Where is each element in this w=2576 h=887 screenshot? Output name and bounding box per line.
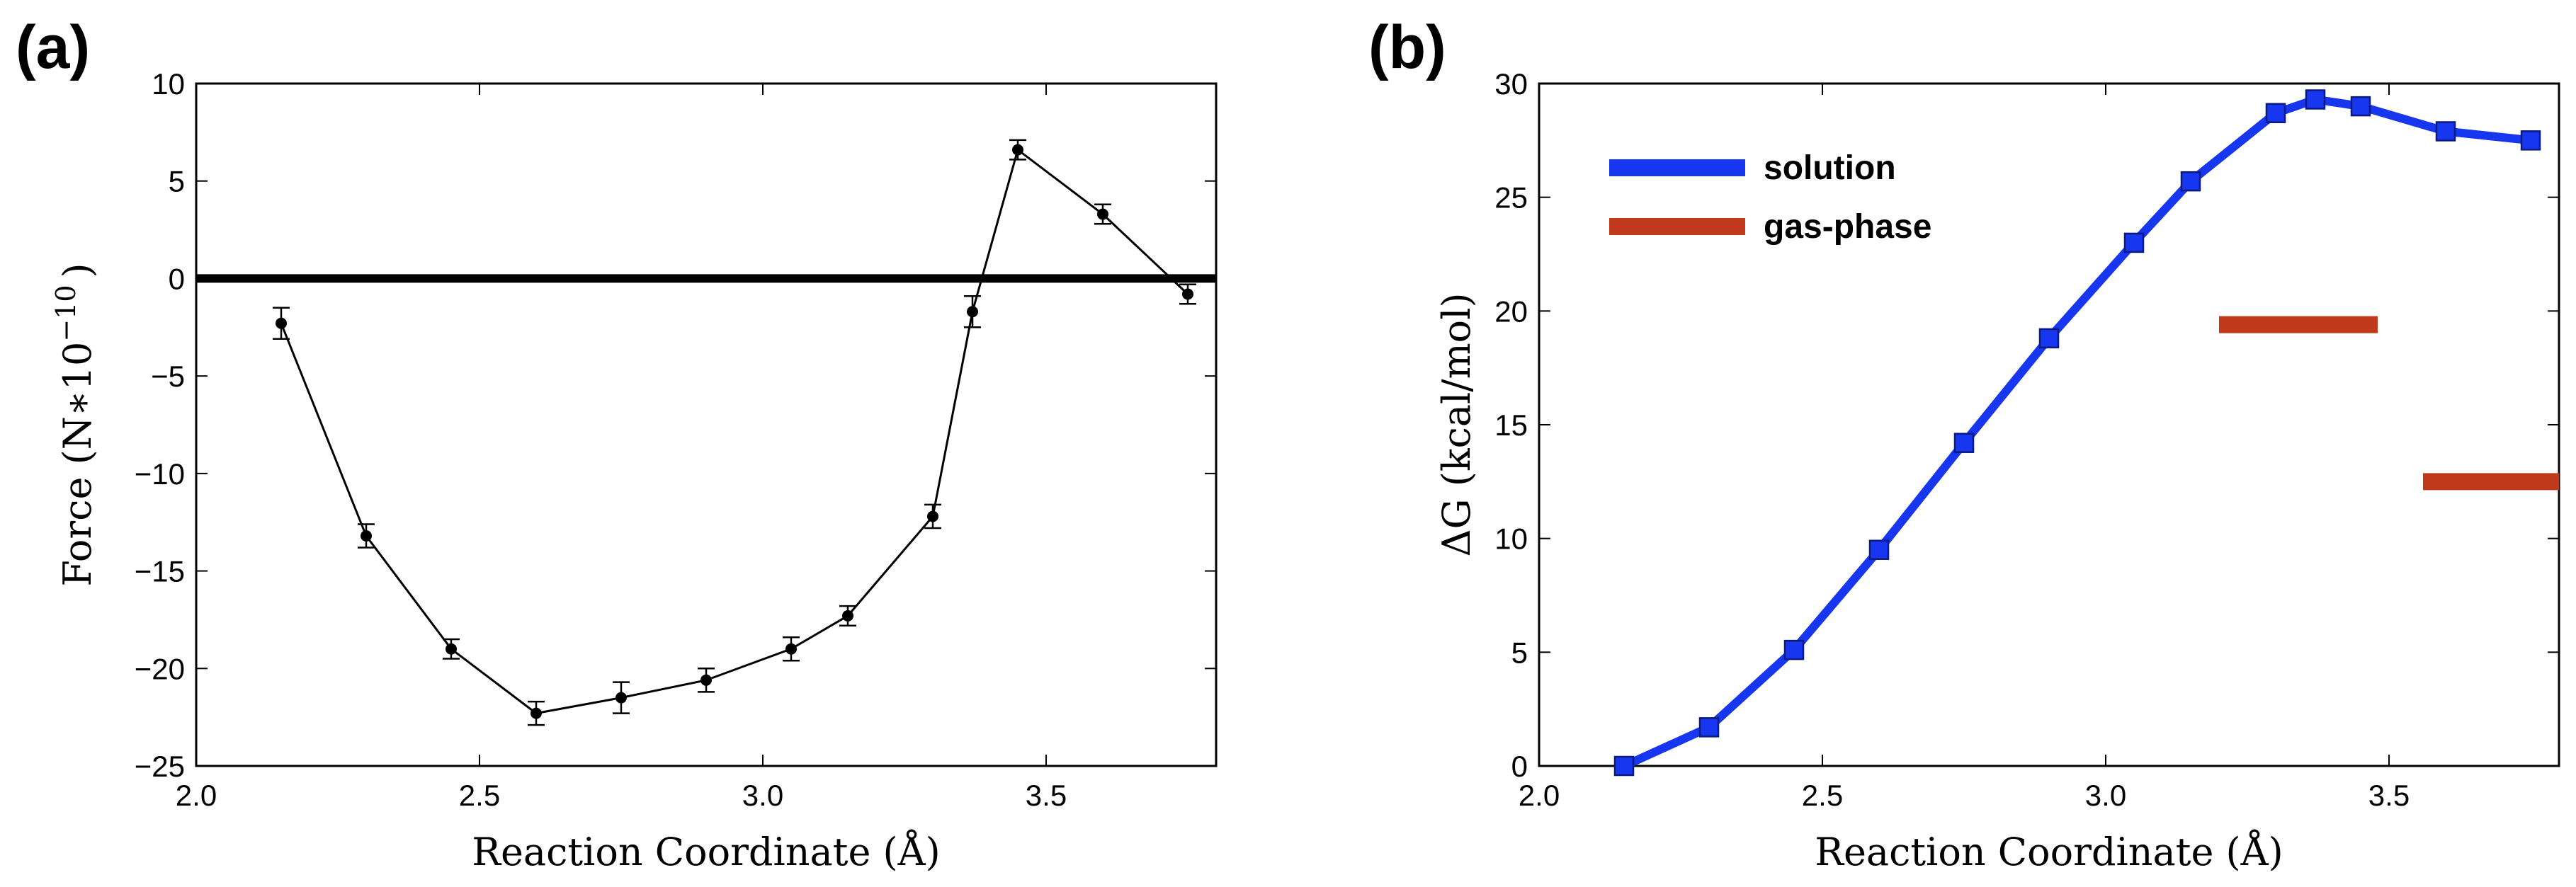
panel-a-data-point [530, 707, 542, 719]
panel-b-solution-marker [2350, 96, 2371, 117]
panel-b-solution-marker [1698, 717, 1720, 738]
panel-a-y-tick-label: −10 [135, 457, 185, 491]
panel-a-plot-frame [195, 82, 1218, 767]
panel-a-x-axis-title: Reaction Coordinate (Å) [472, 828, 940, 874]
panel-b-y-tick-label: 5 [1511, 636, 1528, 669]
panel-a-data-point [1182, 288, 1193, 300]
panel-b-solution-marker [2123, 232, 2145, 253]
panel-b-ticks: 2.0 2.5 3.0 3.5 0 5 10 15 20 25 30 [1494, 67, 2559, 812]
panel-b-x-tick-label: 2.5 [1802, 779, 1843, 812]
panel-a-y-tick-label: −5 [151, 360, 185, 393]
panel-b-solution-marker [1953, 433, 1975, 453]
panel-a-data-point [927, 510, 938, 522]
panel-a-data-point [276, 317, 287, 329]
legend-label-gas-phase: gas-phase [1764, 208, 1931, 246]
panel-a-data-point [446, 643, 457, 655]
panel-a-data-point [361, 530, 372, 542]
panel-a-series [273, 139, 1196, 726]
panel-a-force-line [280, 148, 1189, 715]
panel-b-solution-marker [1783, 639, 1805, 660]
panel-b-solution-marker [2265, 103, 2286, 124]
panel-b-y-tick-label: 10 [1494, 522, 1528, 556]
panel-b-series [1613, 89, 2559, 777]
panel-a-data-point [1012, 144, 1023, 156]
panel-b-solution-marker [2520, 130, 2541, 151]
panel-b-solution-marker [2038, 328, 2060, 349]
panel-a-data-point [842, 610, 853, 622]
panel-a-y-tick-label: −15 [135, 555, 185, 588]
panel-a-force-chart: (a) 2.0 2.5 3.0 3.5 −25 −20 −15 −10 −5 0 5 10 React… [16, 13, 1218, 874]
panel-b-solution-marker [2435, 121, 2456, 142]
panel-b-y-tick-label: 30 [1494, 67, 1528, 101]
panel-a-data-point [700, 674, 712, 686]
panel-a-y-axis-title: Force (N∗10−10) [50, 263, 100, 586]
panel-b-y-axis-title: ΔG (kcal/mol) [1434, 292, 1479, 556]
panel-a-data-point [967, 306, 978, 318]
panel-a-y-axis-title-prefix: Force (N∗10 [55, 342, 100, 587]
panel-b-free-energy-chart: (b) 2.0 2.5 3.0 3.5 0 5 10 15 20 25 30 solution ga… [1368, 13, 2560, 874]
panel-a-data-point [1097, 208, 1108, 220]
panel-b-y-tick-label: 0 [1511, 750, 1528, 783]
panel-a-x-tick-label: 2.5 [459, 779, 500, 812]
panel-a-x-tick-label: 3.5 [1026, 779, 1067, 812]
panel-a-y-tick-label: 5 [169, 165, 185, 198]
panel-a-data-point [615, 692, 627, 704]
panel-b-solution-marker [2180, 171, 2201, 192]
panel-b-solution-line [1622, 95, 2531, 770]
panel-a-x-tick-label: 3.0 [742, 779, 783, 812]
panel-b-x-tick-label: 3.5 [2368, 779, 2410, 812]
legend-swatch-solution [1609, 159, 1745, 176]
panel-a-y-axis-title-exponent: −10 [50, 285, 81, 341]
panel-b-legend: solution gas-phase [1609, 149, 1931, 246]
panel-a-y-axis-title-suffix: ) [55, 263, 100, 277]
panel-a-x-tick-label: 2.0 [176, 779, 217, 812]
panel-b-solution-marker [2305, 89, 2326, 110]
panel-b-x-axis-title: Reaction Coordinate (Å) [1815, 828, 2283, 874]
panel-b-plot-frame [1538, 82, 2560, 767]
panel-a-data-point [785, 643, 797, 655]
panel-b-label: (b) [1368, 13, 1446, 81]
panel-a-y-tick-label: −25 [135, 750, 185, 783]
panel-b-solution-marker [1613, 755, 1635, 777]
panel-b-x-tick-label: 3.0 [2085, 779, 2126, 812]
panel-b-y-tick-label: 20 [1494, 294, 1528, 328]
panel-a-y-tick-label: 10 [152, 67, 185, 101]
panel-a-ticks: 2.0 2.5 3.0 3.5 −25 −20 −15 −10 −5 0 5 10 [135, 67, 1216, 812]
panel-a-y-tick-label: −20 [135, 652, 185, 685]
panel-a-label: (a) [16, 13, 90, 81]
panel-a-y-tick-label: 0 [169, 262, 185, 295]
panel-b-x-tick-label: 2.0 [1519, 779, 1560, 812]
panel-b-y-tick-label: 25 [1494, 181, 1528, 214]
legend-swatch-gas-phase [1609, 218, 1745, 235]
panel-b-y-tick-label: 15 [1494, 408, 1528, 442]
legend-label-solution: solution [1764, 149, 1896, 187]
panel-b-solution-marker [1868, 539, 1890, 560]
